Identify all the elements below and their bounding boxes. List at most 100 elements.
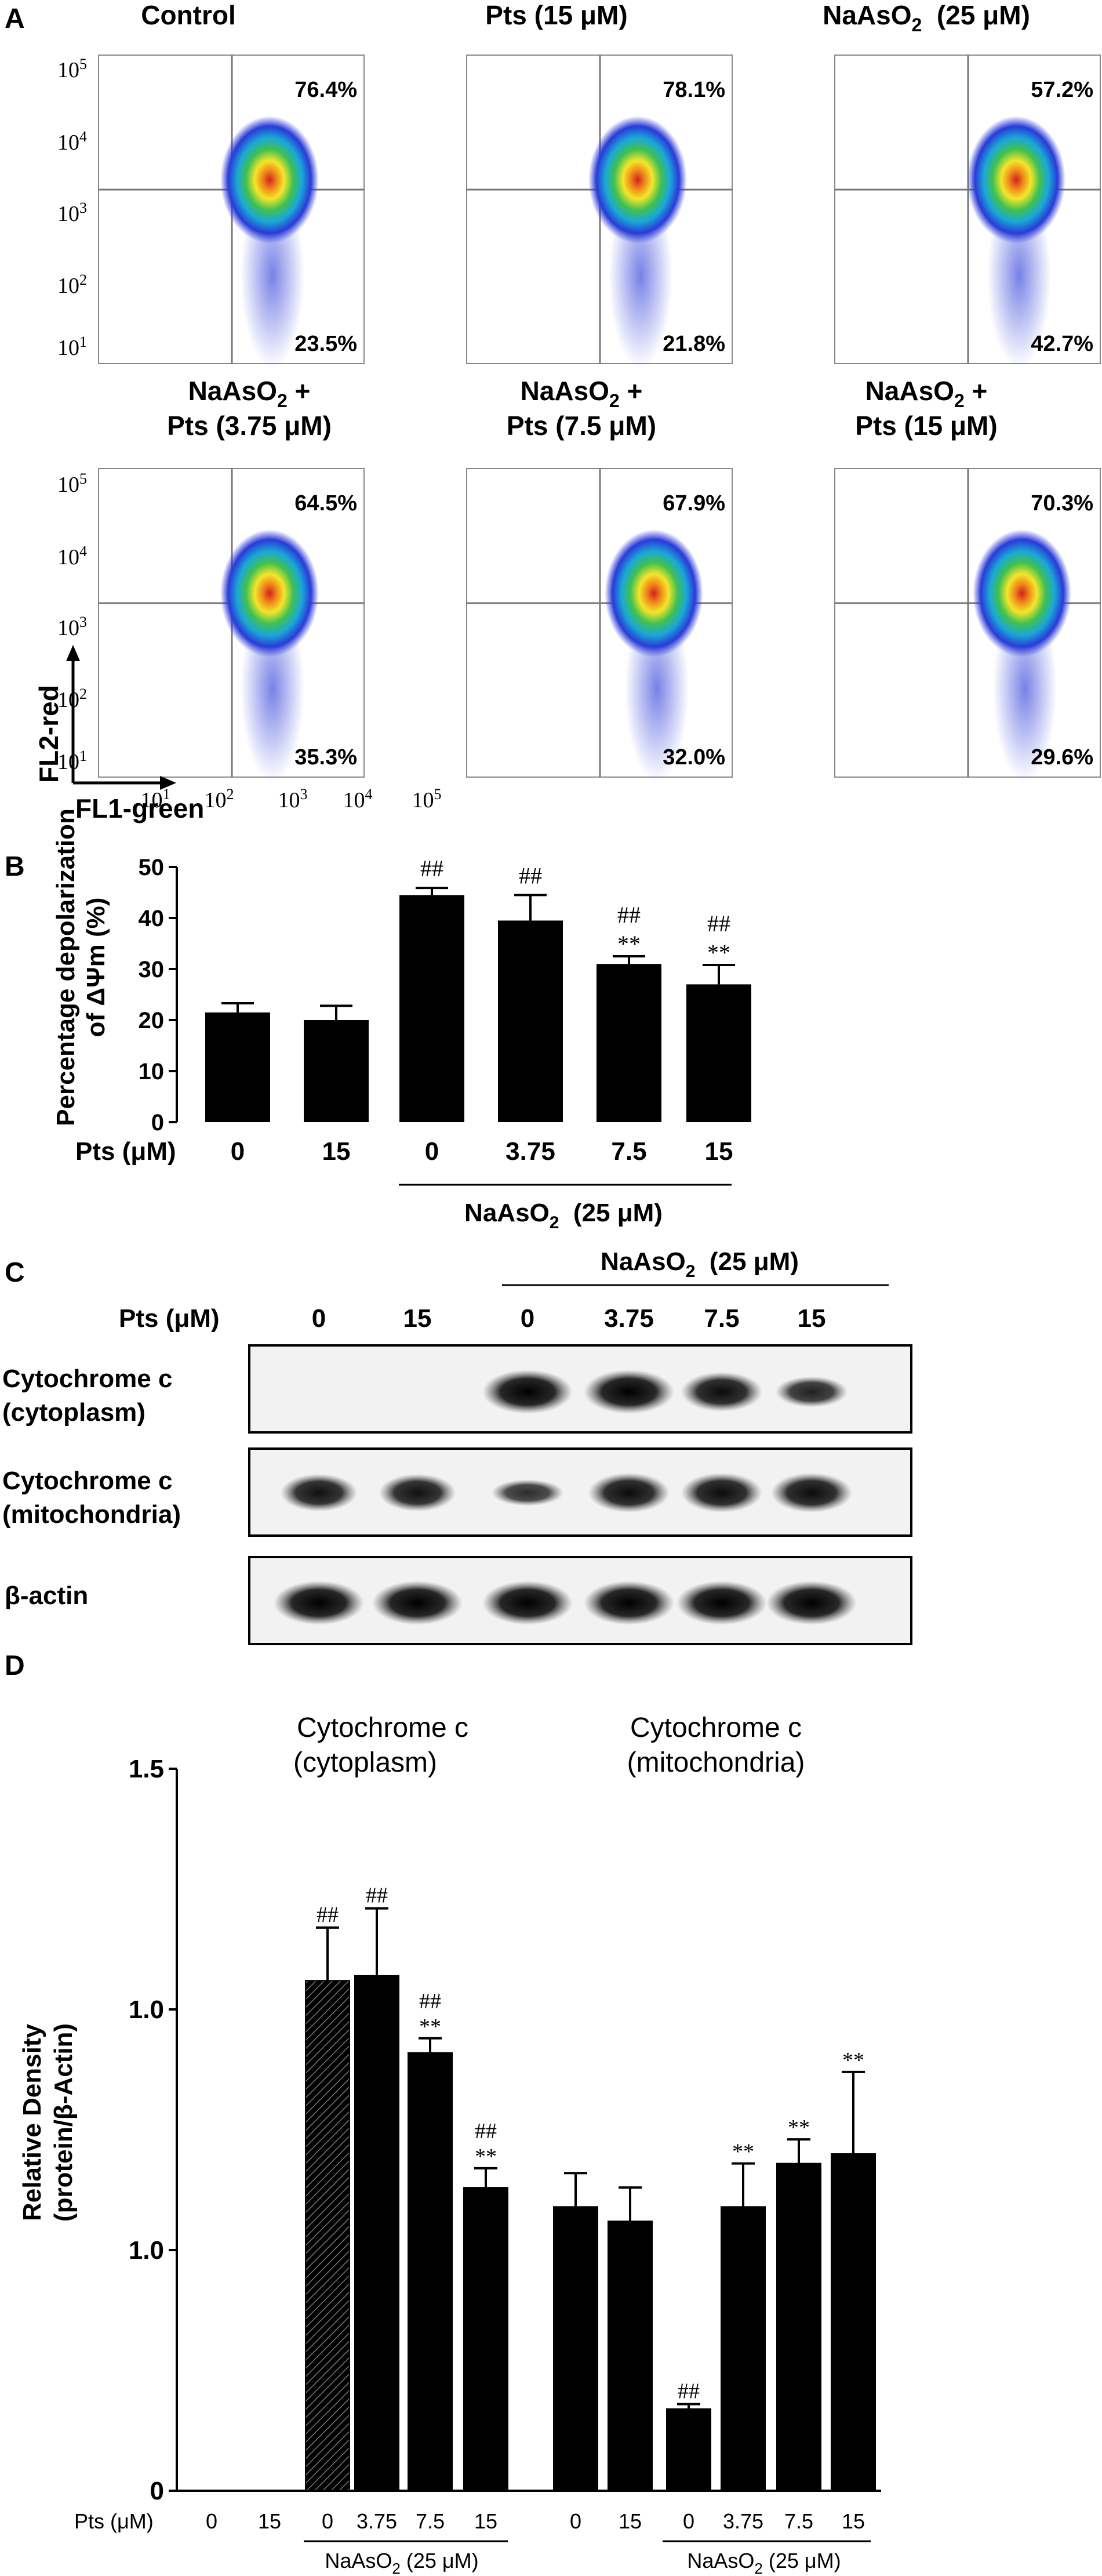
x-tick-label: 0 [206, 2509, 217, 2533]
blot-cytochrome-c-mitochondria [248, 1447, 912, 1537]
quadrant-lower-right-pct: 42.7% [1031, 332, 1093, 356]
flow-x-tick: 104 [343, 786, 373, 812]
x-tick-label: 0 [322, 2509, 333, 2533]
bar [666, 2408, 711, 2491]
blot-band [274, 1581, 364, 1625]
quadrant-lower-right-pct: 32.0% [663, 745, 725, 770]
svg-text:101: 101 [57, 748, 87, 774]
bar [831, 2153, 876, 2491]
significance-hash: ## [617, 902, 641, 928]
blot-lane-label: 7.5 [704, 1304, 739, 1333]
y-tick-label: 1.0 [129, 2236, 164, 2265]
panel-label-c: C [5, 1257, 25, 1288]
flow-panel-titles-top: Control Pts (15 μM) NaAsO2 (25 μM) [141, 0, 1030, 35]
significance-hash: ## [678, 2379, 700, 2404]
quadrant-lower-right-pct: 21.8% [663, 332, 725, 356]
flow-title-naaso2: NaAsO2 (25 μM) [823, 0, 1030, 35]
x-tick-label: 0 [231, 1137, 245, 1166]
flow-y-tick: 104 [57, 128, 87, 155]
western-blots [248, 1344, 912, 1645]
significance-hash: ## [419, 1989, 441, 2013]
significance-star: ** [788, 2116, 810, 2140]
flow-plot: 78.1% 21.8% [466, 55, 733, 368]
panel-label-a: A [5, 3, 25, 34]
svg-text:102: 102 [57, 271, 87, 298]
svg-text:103: 103 [57, 199, 87, 226]
y-tick-label: 0 [151, 1110, 164, 1135]
significance-star: ** [419, 2015, 441, 2039]
y-tick-label: 10 [139, 1059, 165, 1084]
svg-text:104: 104 [57, 543, 87, 569]
x-tick-label: 3.75 [505, 1137, 555, 1166]
x-tick-label: 7.5 [416, 2509, 445, 2533]
chart-b-ylabel-line1: Percentage depolarization [52, 808, 80, 1126]
blot-row-label-mito-l2: (mitochondria) [2, 1500, 181, 1529]
flow-density-cloud [605, 529, 703, 657]
quadrant-upper-right-pct: 78.1% [663, 78, 725, 102]
svg-text:101: 101 [57, 333, 87, 360]
blot-lane-label: 15 [403, 1304, 432, 1333]
bar [498, 920, 563, 1122]
flow-title-combo-75-l1: NaAsO2 + [521, 376, 643, 411]
flow-y-axis-label: FL2-red [34, 685, 64, 783]
chart-d-group1-title-l1: Cytochrome c [297, 1713, 468, 1743]
y-tick-label: 1.0 [129, 1996, 164, 2024]
blot-band [588, 1472, 670, 1513]
bar [463, 2187, 508, 2492]
blot-band [372, 1581, 463, 1625]
svg-text:103: 103 [278, 786, 308, 812]
blot-frame [248, 1556, 912, 1645]
bar [686, 984, 751, 1122]
svg-text:101: 101 [141, 786, 170, 812]
svg-text:104: 104 [343, 786, 373, 812]
blot-cytochrome-c-cytoplasm [248, 1344, 912, 1434]
flow-density-cloud [967, 116, 1065, 244]
blot-band [379, 1474, 456, 1512]
x-tick-label: 7.5 [611, 1137, 646, 1166]
significance-star: ** [707, 939, 730, 966]
svg-text:102: 102 [57, 685, 87, 712]
flow-plot: 64.5% 35.3% [98, 468, 365, 782]
quadrant-lower-right-pct: 29.6% [1031, 745, 1093, 770]
blot-band [584, 1581, 674, 1625]
flow-x-tick: 102 [205, 786, 234, 812]
significance-star: ** [475, 2145, 497, 2169]
bar [205, 1012, 270, 1122]
x-tick-label: 15 [322, 1137, 351, 1166]
blot-band [766, 1581, 857, 1625]
bar [304, 1020, 369, 1122]
chart-b-pts-label: Pts (μM) [75, 1137, 176, 1166]
blot-row-label-cyt-l2: (cytoplasm) [2, 1398, 146, 1427]
svg-text:105: 105 [57, 470, 87, 497]
flow-y-tick: 103 [57, 199, 87, 226]
flow-title-combo-375-l2: Pts (3.75 μM) [167, 411, 332, 441]
bar [305, 1980, 350, 2491]
x-tick-label: 15 [474, 2509, 497, 2533]
significance-star: ** [617, 931, 641, 957]
flow-x-axis-label: FL1-green [75, 793, 204, 823]
chart-d-group1-title-l2: (cytoplasm) [293, 1747, 437, 1778]
flow-plot: 67.9% 32.0% [466, 468, 733, 782]
flow-title-pts: Pts (15 μM) [485, 0, 627, 30]
blot-lane-label: 0 [521, 1304, 534, 1333]
chart-d-group2-title-l2: (mitochondria) [627, 1747, 805, 1778]
quadrant-upper-right-pct: 76.4% [294, 78, 357, 102]
significance-hash: ## [707, 910, 730, 937]
flow-y-tick: 104 [57, 543, 87, 569]
bar [721, 2206, 766, 2492]
svg-text:103: 103 [57, 614, 87, 640]
chart-d: 01.01.01.50 15 0##3.75##7.5##**15##**0 15 0#… [129, 1755, 881, 2533]
flow-x-tick: 101 [141, 786, 170, 812]
flow-y-tick: 101 [57, 333, 87, 360]
flow-x-tick: 103 [278, 786, 308, 812]
y-tick-label: 50 [139, 855, 165, 880]
x-tick-label: 15 [258, 2509, 281, 2533]
blot-band [775, 1376, 848, 1407]
y-tick-label: 40 [139, 906, 165, 931]
flow-density-cloud [220, 116, 319, 244]
y-tick-label: 20 [139, 1008, 165, 1033]
blot-band [677, 1581, 767, 1625]
blot-lane-label: 0 [312, 1304, 326, 1333]
